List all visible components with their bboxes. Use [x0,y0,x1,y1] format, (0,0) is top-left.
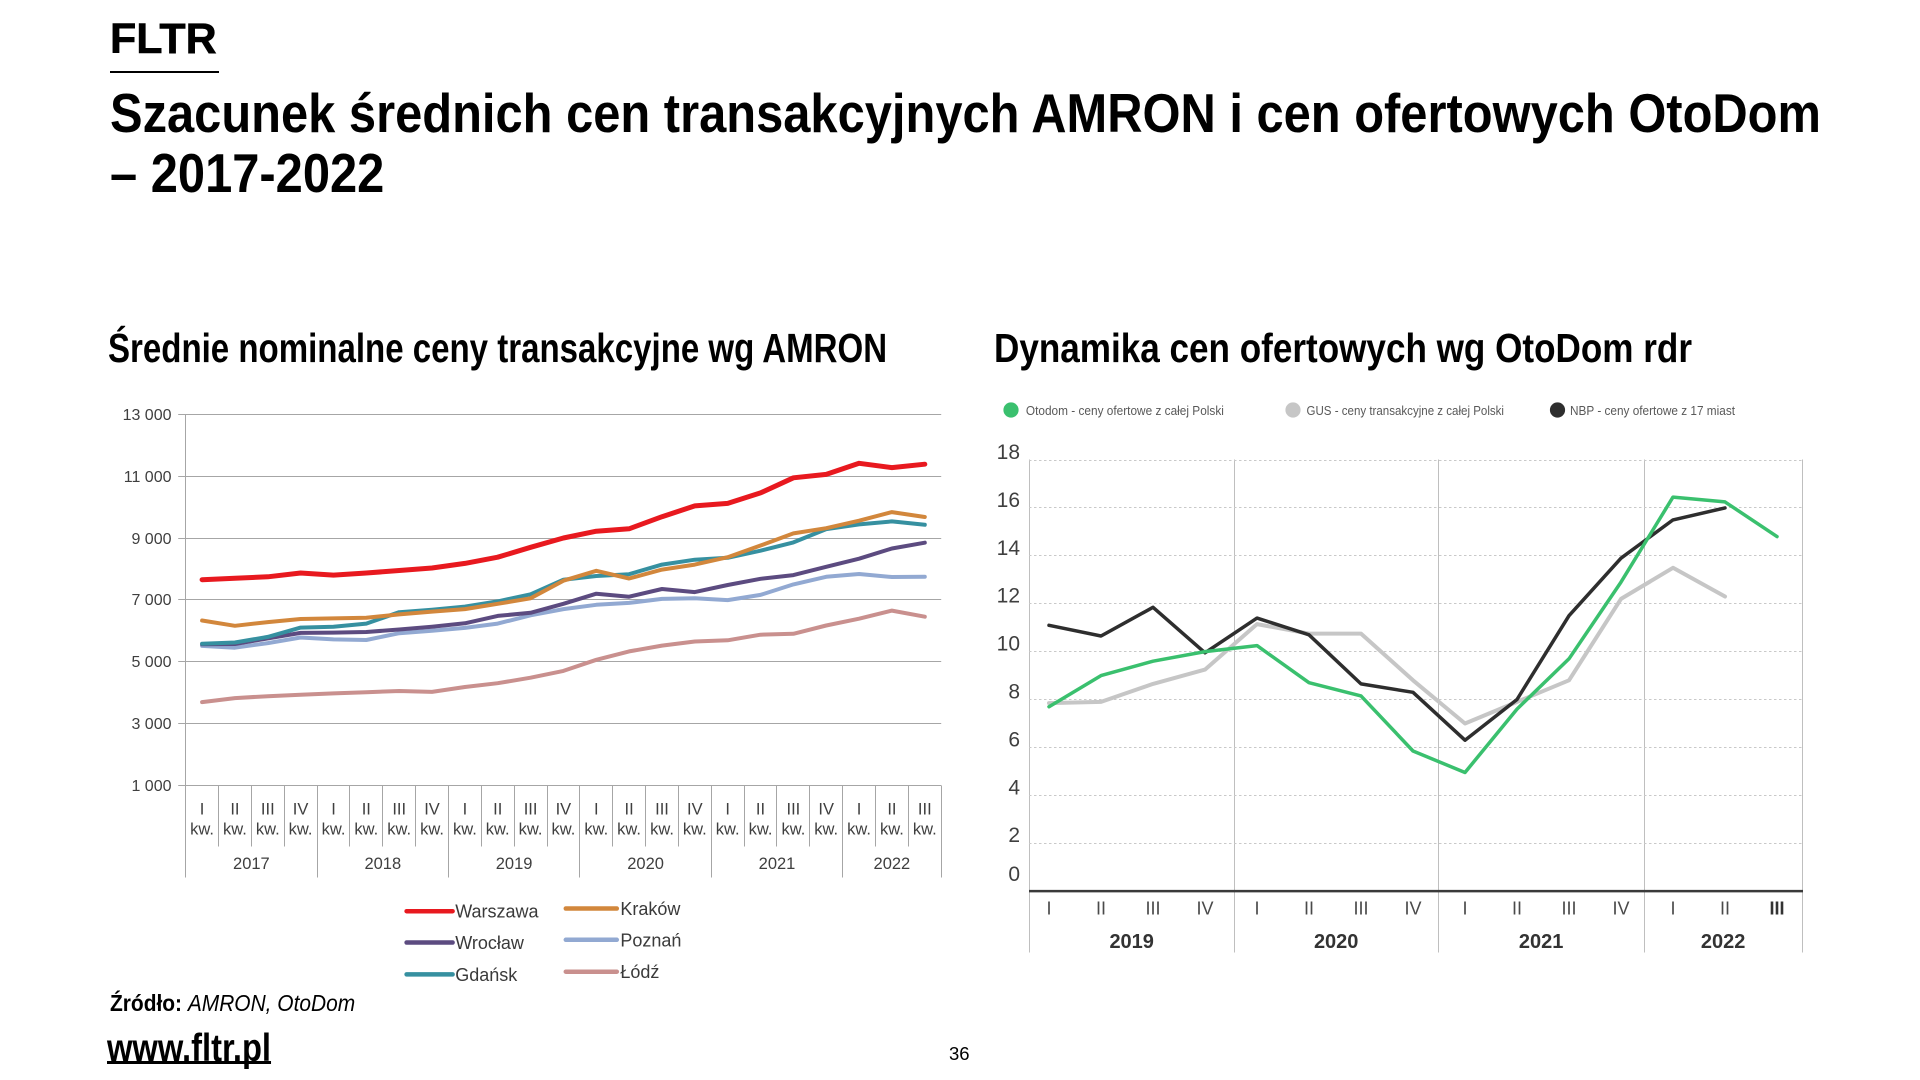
svg-text:kw.: kw. [814,821,838,839]
svg-text:II: II [887,801,896,819]
svg-text:III: III [261,801,275,819]
svg-text:III: III [392,801,406,819]
svg-text:kw.: kw. [781,821,805,839]
svg-text:II: II [230,801,239,819]
svg-text:2022: 2022 [874,855,911,873]
svg-text:kw.: kw. [322,821,346,839]
svg-text:4: 4 [1008,776,1020,799]
svg-text:II: II [1096,899,1106,919]
svg-text:kw.: kw. [486,821,510,839]
svg-text:7 000: 7 000 [131,592,171,609]
svg-text:IV: IV [1196,899,1213,919]
svg-text:I: I [331,801,336,819]
svg-text:Wrocław: Wrocław [455,933,525,953]
svg-text:kw.: kw. [256,821,280,839]
svg-text:5 000: 5 000 [131,654,171,671]
svg-text:I: I [1254,899,1259,919]
svg-text:III: III [1353,899,1368,919]
svg-text:2022: 2022 [1701,931,1746,953]
svg-text:Gdańsk: Gdańsk [455,965,518,985]
svg-text:12: 12 [997,585,1020,608]
svg-text:2021: 2021 [759,855,796,873]
svg-text:kw.: kw. [354,821,378,839]
svg-text:Poznań: Poznań [620,930,681,950]
svg-text:2020: 2020 [1314,931,1359,953]
svg-text:kw.: kw. [683,821,707,839]
svg-text:IV: IV [424,801,440,819]
svg-text:Warszawa: Warszawa [455,902,539,922]
svg-text:13 000: 13 000 [123,407,172,424]
svg-text:kw.: kw. [913,821,937,839]
svg-text:I: I [1670,899,1675,919]
svg-text:III: III [524,801,538,819]
svg-text:2021: 2021 [1519,931,1564,953]
svg-text:2018: 2018 [364,855,401,873]
svg-text:III: III [1561,899,1576,919]
svg-text:8: 8 [1008,681,1020,704]
svg-text:kw.: kw. [650,821,674,839]
svg-text:9 000: 9 000 [131,531,171,548]
svg-text:18: 18 [997,441,1020,464]
svg-text:III: III [918,801,932,819]
svg-text:1 000: 1 000 [131,778,171,795]
svg-text:16: 16 [997,489,1020,512]
svg-text:2019: 2019 [1109,931,1154,953]
svg-text:kw.: kw. [289,821,313,839]
svg-text:GUS - ceny transakcyjne z całe: GUS - ceny transakcyjne z całej Polski [1307,403,1505,418]
svg-text:II: II [1304,899,1314,919]
svg-text:II: II [756,801,765,819]
svg-text:kw.: kw. [453,821,477,839]
svg-text:III: III [787,801,801,819]
svg-text:II: II [1512,899,1522,919]
svg-text:I: I [1462,899,1467,919]
svg-text:2019: 2019 [496,855,533,873]
svg-text:I: I [594,801,599,819]
svg-text:NBP - ceny ofertowe z 17 miast: NBP - ceny ofertowe z 17 miast [1570,403,1735,418]
svg-text:3 000: 3 000 [131,716,171,733]
svg-text:0: 0 [1008,863,1020,886]
svg-text:IV: IV [293,801,309,819]
svg-text:III: III [1769,899,1784,919]
svg-text:Łódź: Łódź [620,962,659,982]
svg-text:IV: IV [1612,899,1629,919]
svg-text:IV: IV [687,801,703,819]
svg-text:kw.: kw. [551,821,575,839]
svg-text:Kraków: Kraków [620,899,681,919]
svg-text:I: I [463,801,468,819]
svg-text:11 000: 11 000 [124,469,172,486]
svg-text:II: II [1720,899,1730,919]
svg-text:I: I [200,801,205,819]
svg-text:kw.: kw. [519,821,543,839]
svg-text:kw.: kw. [387,821,411,839]
svg-text:I: I [1046,899,1051,919]
svg-text:kw.: kw. [880,821,904,839]
svg-text:II: II [362,801,371,819]
svg-text:2: 2 [1008,824,1020,847]
svg-text:I: I [857,801,862,819]
svg-text:10: 10 [997,633,1020,656]
svg-text:2017: 2017 [233,855,270,873]
svg-text:II: II [625,801,634,819]
svg-text:14: 14 [997,537,1021,560]
svg-text:2020: 2020 [627,855,664,873]
svg-text:IV: IV [818,801,834,819]
svg-text:kw.: kw. [584,821,608,839]
svg-text:kw.: kw. [716,821,740,839]
svg-text:IV: IV [556,801,572,819]
svg-text:kw.: kw. [420,821,444,839]
svg-text:kw.: kw. [847,821,871,839]
svg-text:III: III [1145,899,1160,919]
svg-text:I: I [725,801,730,819]
svg-text:6: 6 [1008,728,1020,751]
svg-text:kw.: kw. [617,821,641,839]
svg-text:IV: IV [1404,899,1421,919]
svg-text:kw.: kw. [190,821,214,839]
svg-text:III: III [655,801,669,819]
svg-text:II: II [493,801,502,819]
svg-text:kw.: kw. [749,821,773,839]
svg-text:Otodom - ceny ofertowe z całej: Otodom - ceny ofertowe z całej Polski [1026,403,1224,418]
svg-text:kw.: kw. [223,821,247,839]
